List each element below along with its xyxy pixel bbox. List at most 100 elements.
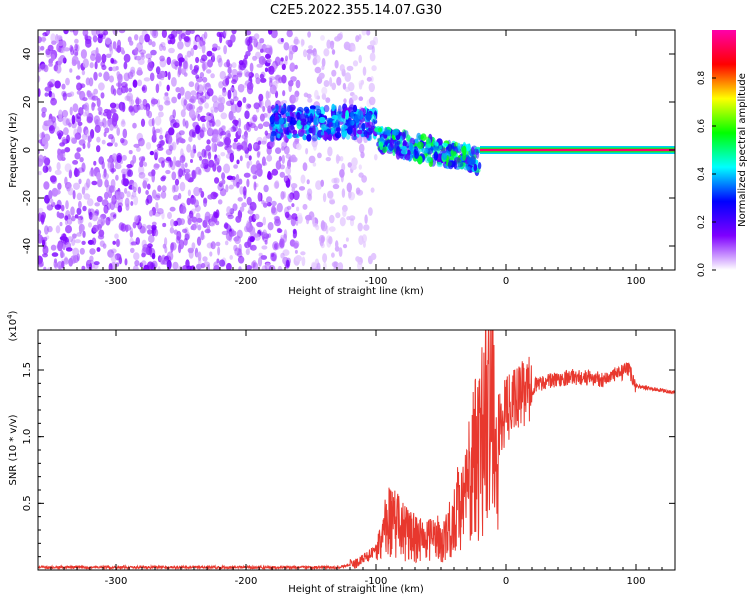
spectrogram-cell [214,177,220,184]
spectrogram-cell [187,213,195,222]
spectrogram-cell [358,143,365,154]
spectrogram-cell [38,260,44,267]
colorbar-gradient [712,30,736,270]
spectrogram-cell [307,97,313,103]
spectrogram-cell [47,225,53,233]
spectrogram-cell [46,30,51,35]
spectrogram-cell [71,59,77,67]
spectrogram-cell [321,57,326,67]
spectrogram-cell [307,193,313,201]
spectrogram-cell [197,113,201,122]
spectrogram-cell [38,75,41,83]
spectrogram-cell [267,91,271,99]
spectrogram-cell [145,142,152,150]
spectrogram-cell [78,139,86,146]
snr-series-line [38,330,675,570]
spectrogram-cell [214,157,220,166]
spectrogram-cell [238,266,242,270]
spectrogram-cell [253,181,257,191]
spectrogram-cell [85,77,91,86]
spectrogram-cell [141,252,146,258]
spectrogram-cell [131,191,137,198]
spectrogram-cell [362,241,366,248]
spectrogram-cell [308,45,313,50]
spectrogram-cell [372,36,379,46]
spectrogram-cell [159,70,166,79]
spectrogram-cell [261,58,267,64]
spectrogram-cell [135,106,142,111]
spectrogram-cell [282,249,290,256]
spectrogram-cell [191,208,196,214]
spectrogram-cell [136,132,144,142]
spectrogram-cell [264,47,272,54]
spectrogram-cell [219,188,227,197]
spectrogram-cell [151,30,159,39]
spectrogram-cell [141,260,147,267]
spectrogram-cell [226,206,232,215]
spectrogram-cell [56,35,63,40]
spectrogram-cell [145,53,153,59]
spectrogram-cell [209,221,216,227]
spectrogram-cell [130,247,135,254]
spectrogram-cell [117,202,123,208]
spectrogram-cell [320,236,325,244]
spectrogram-cell [352,94,358,101]
spectrogram-cell [189,63,193,71]
spectrogram-cell [137,221,143,230]
spectrogram-cell [203,261,211,268]
spectrogram-cell [245,71,252,78]
spectrogram-cell [119,159,123,165]
spectrogram-cell [182,228,188,233]
spectrogram-cell [123,53,131,63]
spectrogram-cell [188,109,196,119]
spectrogram-cell [237,197,243,202]
spectrogram-cell [110,261,117,270]
spectrogram-cell [274,180,280,189]
spectrogram-cell [56,162,61,171]
spectrogram-cell [106,142,113,147]
spectrogram-cell [149,72,155,82]
spectrogram-cell [188,81,195,88]
spectrogram-cell [311,125,316,136]
spectrogram-cell [174,178,180,186]
spectrogram-cell [122,128,128,139]
spectrogram-cell [231,176,236,181]
spectrogram-cell [341,188,346,198]
spectrogram-y-tick-label: -20 [22,190,33,206]
spectrogram-cell [351,157,358,167]
spectrogram-cell [143,104,147,111]
spectrogram-cell [121,118,125,125]
spectrogram-cell [148,210,154,217]
spectrogram-cell [211,117,215,127]
spectrogram-cell [134,98,142,105]
spectrogram-cell [168,142,175,152]
spectrogram-cell [172,261,179,270]
spectrogram-cell [326,117,333,123]
spectrogram-cell [70,136,75,142]
spectrogram-cell [126,191,131,198]
spectrogram-cell [274,56,281,67]
spectrogram-cell [96,136,101,143]
spectrogram-cell [272,80,278,91]
spectrogram-cell [329,77,333,87]
spectrogram-cell [329,199,336,205]
spectrogram-cell [310,49,315,56]
spectrogram-cell [64,147,70,153]
snr-x-ticks: -300 -200 -100 0 100 [50,330,676,587]
spectrogram-cell [328,226,336,232]
spectrogram-cell [170,118,177,128]
spectrogram-cell [108,66,113,72]
spectrogram-cell [223,163,231,174]
spectrogram-x-tick-label: 100 [626,276,645,287]
spectrogram-cell [58,265,62,270]
spectrogram-cell [218,57,223,68]
spectrogram-cell [335,212,341,219]
spectrogram-cell [98,72,103,77]
spectrogram-cell [93,261,100,266]
spectrogram-cell [264,262,272,270]
spectrogram-cell [277,37,285,45]
spectrogram-cell [393,143,400,154]
spectrogram-cell [339,156,344,162]
spectrogram-cell [81,240,86,245]
spectrogram-cell [233,236,240,242]
